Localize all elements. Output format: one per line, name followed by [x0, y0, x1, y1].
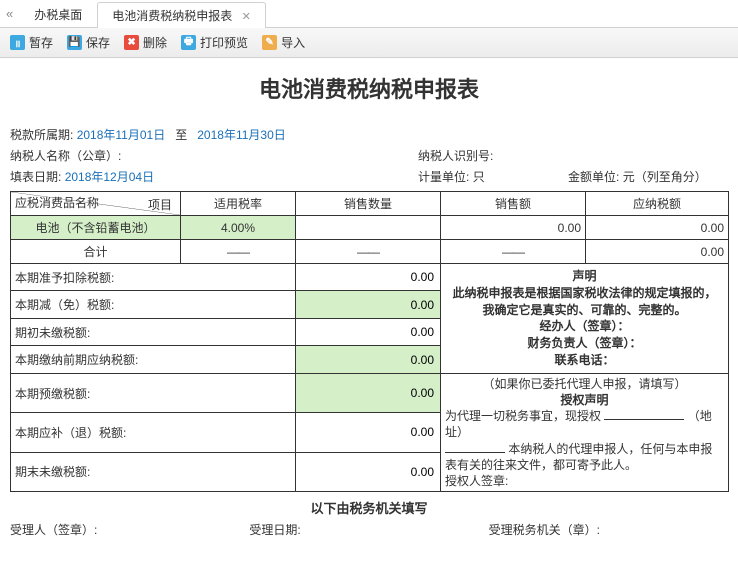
battery-name: 电池（不含铅蓄电池）	[11, 216, 181, 240]
pause-button[interactable]: ॥ 暂存	[10, 34, 53, 51]
header-item-name: 项目 应税消费品名称	[11, 192, 181, 216]
tab-bar: « 办税桌面 电池消费税纳税申报表 ✕	[0, 0, 738, 28]
tab-desktop[interactable]: 办税桌面	[19, 1, 97, 27]
header-rate: 适用税率	[181, 192, 296, 216]
print-icon: 🖶	[181, 35, 196, 50]
header-amount: 销售额	[441, 192, 586, 216]
sum-dash: ——	[296, 240, 441, 264]
delete-button[interactable]: ✖ 删除	[124, 34, 167, 51]
import-icon: ✎	[262, 35, 277, 50]
close-icon[interactable]: ✕	[242, 11, 251, 23]
header-tax: 应纳税额	[586, 192, 729, 216]
button-label: 导入	[281, 34, 305, 51]
page-title: 电池消费税纳税申报表	[10, 72, 728, 104]
period-from: 2018年11月01日	[77, 128, 166, 142]
unit-measure-label: 计量单位:	[418, 170, 469, 184]
line-prior-paid-input[interactable]	[300, 353, 436, 367]
line-reduction-label: 本期减（免）税额:	[11, 291, 296, 318]
period-to-word: 至	[175, 128, 187, 142]
line-prepaid-input[interactable]	[300, 386, 436, 400]
toolbar: ॥ 暂存 💾 保存 ✖ 删除 🖶 打印预览 ✎ 导入	[0, 28, 738, 58]
declaration-body: 此纳税申报表是根据国家税收法律的规定填报的，我确定它是真实的、可靠的、完整的。	[452, 286, 716, 317]
tab-label: 电池消费税纳税申报表	[112, 9, 232, 23]
auth-note: （如果你已委托代理人申报，请填写）	[445, 376, 724, 392]
header-qty: 销售数量	[296, 192, 441, 216]
sum-dash: ——	[441, 240, 586, 264]
tab-label: 办税桌面	[34, 8, 82, 22]
declaration-box: 声明 此纳税申报表是根据国家税收法律的规定填报的，我确定它是真实的、可靠的、完整…	[441, 264, 729, 374]
import-button[interactable]: ✎ 导入	[262, 34, 305, 51]
accept-person-label: 受理人（签章）:	[10, 521, 249, 538]
payer-name-label: 纳税人名称（公章）:	[10, 147, 418, 164]
amount-unit-label: 金额单位:	[568, 170, 619, 184]
line-deductible-cell[interactable]	[296, 264, 441, 291]
line-end-unpaid-label: 期末未缴税额:	[11, 452, 296, 491]
declaration-cfo: 财务负责人（签章）：	[527, 336, 641, 350]
line-end-unpaid-cell[interactable]	[296, 452, 441, 491]
save-button[interactable]: 💾 保存	[67, 34, 110, 51]
button-label: 暂存	[29, 34, 53, 51]
print-preview-button[interactable]: 🖶 打印预览	[181, 34, 248, 51]
diag-bottom-label: 应税消费品名称	[15, 194, 99, 211]
pause-icon: ॥	[10, 35, 25, 50]
auth-sign: 授权人签章:	[445, 473, 724, 489]
line-reduction-input[interactable]	[300, 298, 436, 312]
payer-id-label: 纳税人识别号:	[418, 147, 568, 164]
battery-qty-input[interactable]	[300, 221, 436, 235]
footer-row: 受理人（签章）: 受理日期: 受理税务机关（章）:	[10, 521, 728, 538]
battery-amount: 0.00	[441, 216, 586, 240]
declaration-handler: 经办人（签章）：	[539, 319, 629, 333]
sum-tax: 0.00	[586, 240, 729, 264]
authorization-box: （如果你已委托代理人申报，请填写） 授权声明 为代理一切税务事宜，现授权 （地址…	[441, 373, 729, 491]
tab-declaration-form[interactable]: 电池消费税纳税申报表 ✕	[97, 2, 266, 28]
tax-authority-section-title: 以下由税务机关填写	[10, 498, 728, 517]
battery-rate: 4.00%	[181, 216, 296, 240]
line-prepaid-cell[interactable]	[296, 373, 441, 412]
line-refund-label: 本期应补（退）税额:	[11, 413, 296, 452]
line-refund-input[interactable]	[300, 425, 436, 439]
line-end-unpaid-input[interactable]	[300, 465, 436, 479]
line-deductible-input[interactable]	[300, 270, 436, 284]
diag-top-label: 项目	[148, 196, 172, 213]
line-begin-unpaid-label: 期初未缴税额:	[11, 318, 296, 345]
line-refund-cell[interactable]	[296, 413, 441, 452]
accept-date-label: 受理日期:	[249, 521, 488, 538]
line-begin-unpaid-input[interactable]	[300, 325, 436, 339]
declaration-title: 声明	[447, 268, 722, 285]
period-to: 2018年11月30日	[197, 128, 286, 142]
sum-row: 合计 —— —— —— 0.00	[11, 240, 729, 264]
line-prior-paid-label: 本期缴纳前期应纳税额:	[11, 346, 296, 373]
line-prepaid-label: 本期预缴税额:	[11, 373, 296, 412]
line-reduction-cell[interactable]	[296, 291, 441, 318]
button-label: 删除	[143, 34, 167, 51]
delete-icon: ✖	[124, 35, 139, 50]
meta-block: 税款所属期: 2018年11月01日 至 2018年11月30日 纳税人名称（公…	[10, 126, 728, 185]
period-label: 税款所属期:	[10, 128, 73, 142]
sum-dash: ——	[181, 240, 296, 264]
battery-tax: 0.00	[586, 216, 729, 240]
amount-unit: 元（列至角分）	[623, 170, 707, 184]
battery-qty-cell[interactable]	[296, 216, 441, 240]
line-begin-unpaid-cell[interactable]	[296, 318, 441, 345]
line-deductible-label: 本期准予扣除税额:	[11, 264, 296, 291]
button-label: 打印预览	[200, 34, 248, 51]
accept-agency-label: 受理税务机关（章）:	[489, 521, 728, 538]
fill-date-label: 填表日期:	[10, 170, 61, 184]
table-row: 电池（不含铅蓄电池） 4.00% 0.00 0.00	[11, 216, 729, 240]
line-prior-paid-cell[interactable]	[296, 346, 441, 373]
fill-date: 2018年12月04日	[65, 170, 154, 184]
tabs-scroll-left[interactable]: «	[6, 6, 13, 21]
auth-body2: 本纳税人的代理申报人，任何与本申报表有关的往来文件，都可寄予此人。	[445, 442, 712, 472]
save-icon: 💾	[67, 35, 82, 50]
auth-body1a: 为代理一切税务事宜，现授权	[445, 409, 601, 423]
auth-title: 授权声明	[560, 393, 608, 407]
declaration-phone: 联系电话：	[554, 353, 614, 367]
button-label: 保存	[86, 34, 110, 51]
form-content: 电池消费税纳税申报表 税款所属期: 2018年11月01日 至 2018年11月…	[0, 58, 738, 548]
declaration-table: 项目 应税消费品名称 适用税率 销售数量 销售额 应纳税额 电池（不含铅蓄电池）…	[10, 191, 729, 492]
unit-measure: 只	[473, 170, 485, 184]
sum-label: 合计	[11, 240, 181, 264]
